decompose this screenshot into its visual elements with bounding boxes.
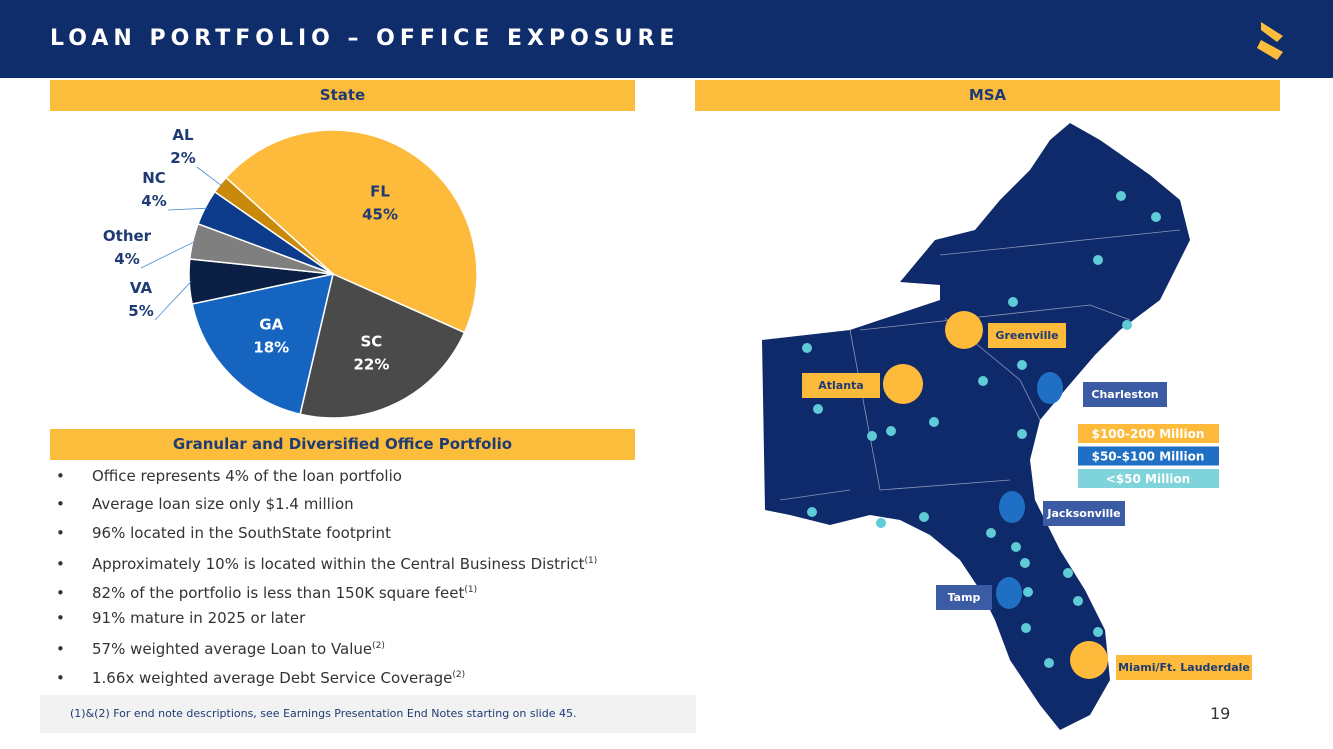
slice-label: NC: [142, 169, 166, 187]
slice: [299, 272, 466, 419]
slice-label: FL: [370, 183, 390, 201]
bullet-text: 91% mature in 2025 or later: [92, 608, 306, 627]
section-title: Granular and Diversified Office Portfoli…: [50, 429, 635, 460]
bullet-text: Approximately 10% is located within the …: [92, 555, 585, 574]
market-label: Charleston: [1091, 388, 1158, 401]
bullet-text: 57% weighted average Loan to Value: [92, 640, 373, 659]
note-ref: (2): [372, 641, 385, 652]
legend-swatch: [1078, 469, 1219, 488]
market-label-box: [802, 373, 880, 398]
leader-line: [196, 166, 222, 187]
bullet: 96% located in the SouthState footprint: [56, 519, 597, 547]
bullet-text: 96% located in the SouthState footprint: [92, 523, 391, 542]
bullet-text: 1.66x weighted average Debt Service Cove…: [92, 668, 453, 687]
market-label-box: [1083, 382, 1167, 407]
slice-label: SC: [361, 332, 383, 350]
bullet: 57% weighted average Loan to Value(2): [56, 632, 597, 660]
legend-label: $50-$100 Million: [1092, 450, 1205, 464]
markets-large: [883, 311, 1108, 679]
map: Greenville Atlanta Charleston Jacksonville T…: [762, 123, 1252, 730]
leader-line: [167, 207, 208, 211]
legend-label: <$50 Million: [1106, 472, 1190, 486]
value-label: 22%: [353, 355, 389, 373]
logo: [1257, 22, 1283, 60]
bullet: 82% of the portfolio is less than 150K s…: [56, 576, 597, 604]
market-label: Greenville: [995, 329, 1058, 342]
note-ref: (1): [584, 556, 598, 567]
slice-label: VA: [130, 279, 153, 297]
pie-chart: FL 45% SC 22% GA 18% VA 5% Other 4% NC 4% AL 2%: [103, 126, 478, 419]
value-label: 4%: [141, 192, 166, 210]
value-label: 18%: [253, 338, 289, 356]
note-ref: (1): [464, 584, 478, 595]
market-label-box: [936, 585, 992, 610]
section-title: State: [50, 80, 635, 111]
leader-line: [154, 281, 192, 321]
bullet: Approximately 10% is located within the …: [56, 547, 597, 575]
region-shape: [762, 123, 1190, 730]
bullet: 1.66x weighted average Debt Service Cove…: [56, 661, 597, 689]
slice-label: Other: [103, 227, 152, 245]
bullet: 91% mature in 2025 or later: [56, 604, 597, 632]
slice: [191, 273, 335, 416]
market-label: Atlanta: [818, 379, 863, 392]
note-ref: (2): [452, 669, 466, 680]
bullet: Office represents 4% of the loan portfol…: [56, 462, 597, 490]
title: LOAN PORTFOLIO – OFFICE EXPOSURE: [50, 26, 680, 51]
market-label: Miami/Ft. Lauderdale: [1118, 661, 1250, 674]
bullet-list: Office represents 4% of the loan portfol…: [56, 462, 597, 689]
market-label: Jacksonville: [1046, 507, 1120, 520]
value-label: 2%: [170, 149, 195, 167]
market-label-box: [1116, 655, 1252, 680]
slice-label: AL: [172, 126, 194, 144]
section-title: MSA: [695, 80, 1280, 111]
bullet-text: 82% of the portfolio is less than 150K s…: [92, 583, 465, 602]
legend-swatch: [1078, 424, 1219, 443]
slice-label: GA: [259, 315, 283, 333]
header: LOAN PORTFOLIO – OFFICE EXPOSURE: [0, 0, 1333, 78]
bullet-text: Office represents 4% of the loan portfol…: [92, 467, 402, 485]
page-number: 19: [1210, 704, 1231, 723]
market-label: Tamp: [948, 591, 981, 604]
legend-label: $100-200 Million: [1092, 427, 1205, 441]
legend-swatch: [1078, 446, 1219, 466]
slice: [224, 129, 478, 334]
value-label: 5%: [128, 302, 153, 320]
value-label: 45%: [362, 206, 398, 224]
market-label-box: [988, 323, 1066, 348]
footnote: (1)&(2) For end note descriptions, see E…: [40, 695, 696, 733]
value-label: 4%: [114, 250, 139, 268]
leader-line: [140, 241, 195, 269]
market-label-box: [1043, 501, 1125, 526]
bullet: Average loan size only $1.4 million: [56, 490, 597, 518]
markets-small: [802, 191, 1161, 668]
bullet-text: Average loan size only $1.4 million: [92, 495, 354, 514]
